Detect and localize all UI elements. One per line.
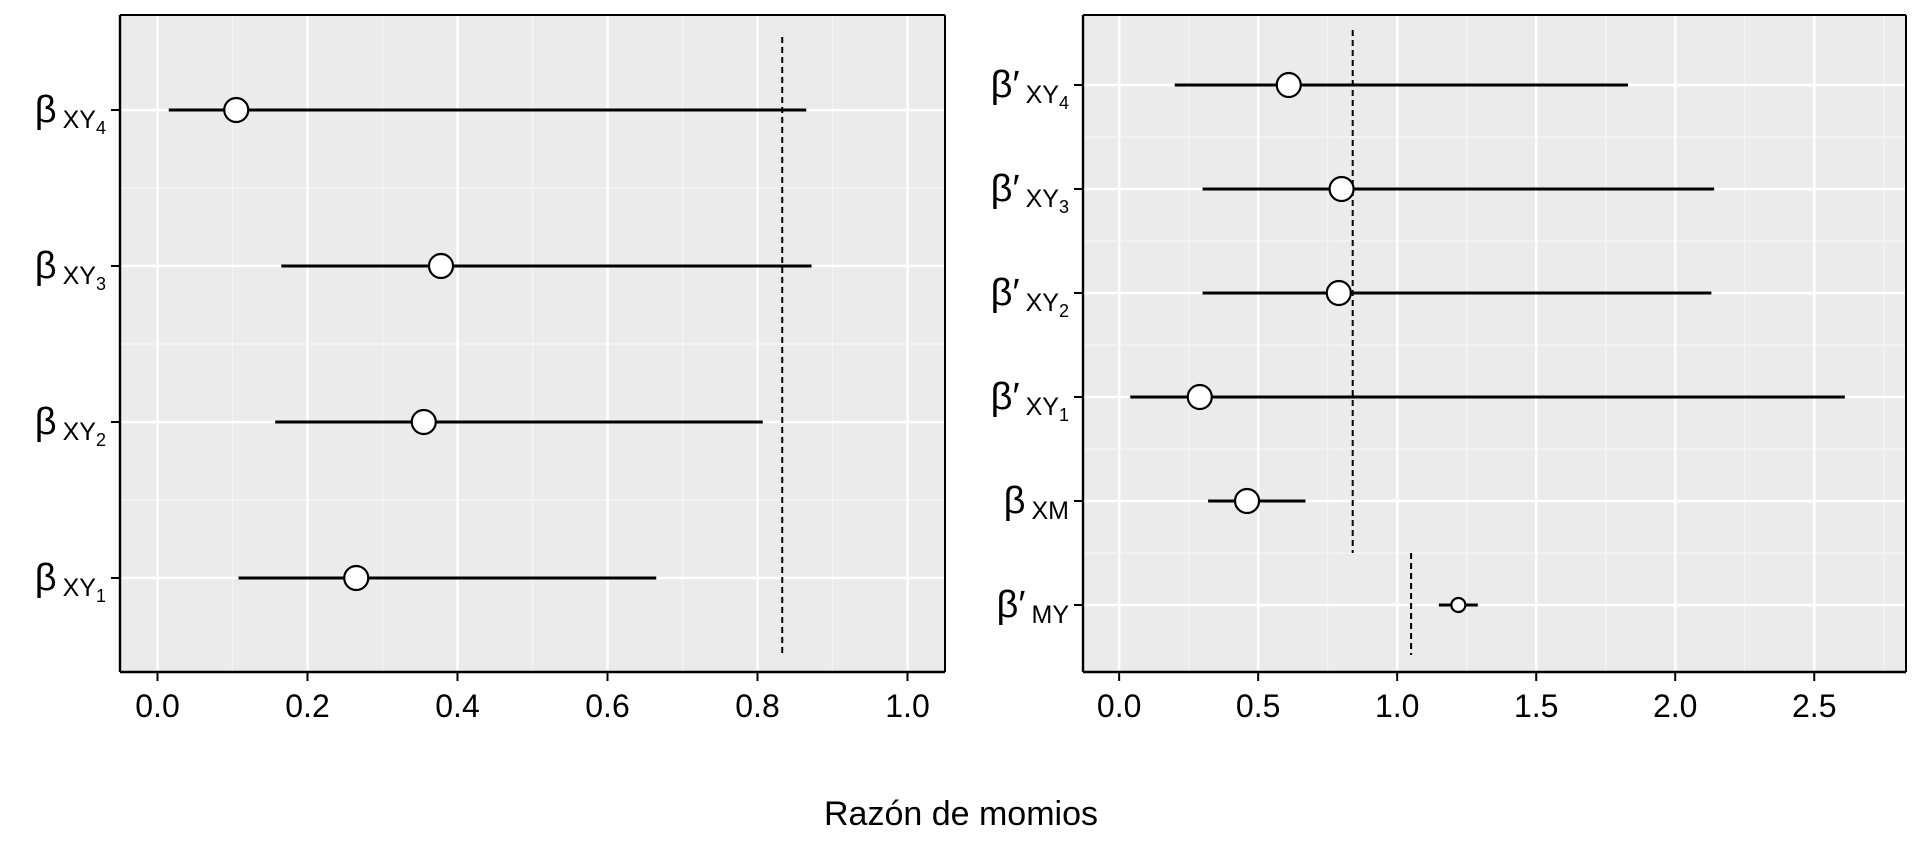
x-tick-label: 0.4 xyxy=(435,688,479,724)
x-tick-label: 0.2 xyxy=(285,688,329,724)
point-estimate xyxy=(223,96,250,124)
point-estimate xyxy=(427,252,455,280)
y-tick-label: β XY1 xyxy=(35,557,106,606)
left-panel: β XY4 β XY3 β XY2 β XY1 0.0 0.2 0.4 0.6 0.8 1.0 xyxy=(35,14,946,724)
y-tick-label: β′ XY1 xyxy=(991,376,1069,425)
x-tick-label: 0.0 xyxy=(1097,688,1141,724)
x-tick-label: 0.0 xyxy=(135,688,179,724)
x-tick-label: 0.5 xyxy=(1236,688,1280,724)
point-estimate xyxy=(343,564,370,592)
y-tick-label: β XY2 xyxy=(35,401,106,450)
point-estimate xyxy=(1450,596,1467,614)
point-estimate xyxy=(1186,383,1213,411)
x-tick-label: 1.0 xyxy=(1375,688,1419,724)
point-estimate xyxy=(1328,175,1355,203)
point-estimate xyxy=(1275,71,1302,99)
y-tick-label: β′ MY xyxy=(997,584,1070,629)
point-estimate xyxy=(1325,279,1352,307)
y-tick-label: β′ XY3 xyxy=(991,168,1069,217)
x-tick-label: 0.8 xyxy=(735,688,779,724)
x-tick-label: 1.0 xyxy=(885,688,929,724)
x-tick-label: 0.6 xyxy=(585,688,629,724)
y-tick-label: β′ XY2 xyxy=(991,272,1069,321)
x-tick-label: 1.5 xyxy=(1514,688,1558,724)
y-tick-label: β XY3 xyxy=(35,245,106,294)
x-axis-title: Razón de momios xyxy=(824,795,1098,833)
y-tick-label: β XY4 xyxy=(35,89,106,138)
panel-background xyxy=(1083,15,1906,672)
x-tick-label: 2.0 xyxy=(1653,688,1697,724)
x-tick-label: 2.5 xyxy=(1792,688,1836,724)
y-tick-label: β XM xyxy=(1004,480,1069,525)
y-tick-label: β′ XY4 xyxy=(991,64,1069,113)
right-panel: β′ XY4 β′ XY3 β′ XY2 β′ XY1 β XM β′ MY 0.0 0.5 1.0 1.5 2… xyxy=(991,14,1907,724)
point-estimate xyxy=(410,408,437,436)
point-estimate xyxy=(1233,487,1261,515)
